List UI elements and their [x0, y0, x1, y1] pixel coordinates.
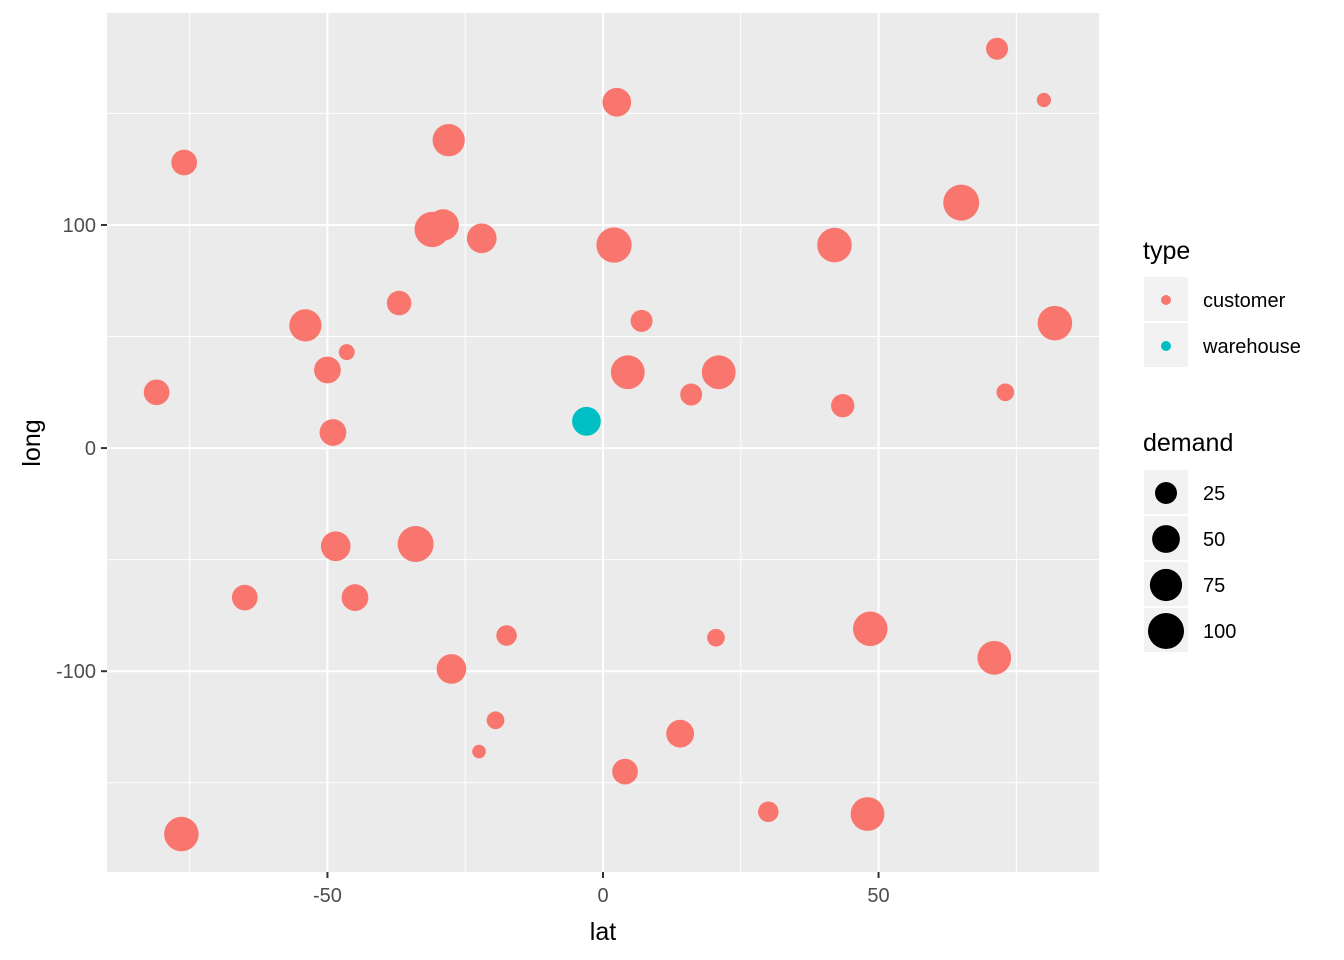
customer-point — [427, 209, 459, 241]
customer-point — [610, 355, 645, 390]
customer-point — [432, 124, 465, 157]
legend-type-title: type — [1143, 237, 1190, 265]
customer-point — [831, 394, 855, 418]
customer-point — [338, 344, 355, 361]
customer-point — [341, 584, 369, 611]
customer-point — [701, 355, 736, 390]
legend-demand-label: 50 — [1203, 529, 1225, 551]
y-tick-label: -100 — [56, 661, 96, 683]
x-tick-label: 50 — [867, 885, 889, 907]
customer-point — [666, 719, 695, 748]
legend-demand-title: demand — [1143, 429, 1233, 457]
customer-point — [758, 801, 779, 823]
legend-demand-swatch — [1155, 482, 1177, 504]
customer-point — [231, 584, 258, 611]
legend-type-label: warehouse — [1202, 336, 1301, 358]
customer-point — [817, 227, 852, 263]
customer-point — [171, 149, 198, 176]
customer-point — [164, 816, 199, 852]
legend-demand-swatch — [1149, 568, 1183, 602]
customer-point — [596, 227, 632, 263]
legend-type: type customer warehouse — [1143, 237, 1301, 367]
legend-type-swatch — [1161, 295, 1171, 305]
customer-point — [977, 640, 1012, 675]
legend-type-label: customer — [1203, 290, 1286, 312]
customer-point — [986, 37, 1009, 60]
x-tick-label: 0 — [597, 885, 608, 907]
x-axis-title: lat — [590, 918, 616, 946]
customer-point — [630, 309, 653, 332]
customer-point — [386, 290, 412, 316]
customer-point — [1037, 305, 1073, 341]
customer-point — [143, 379, 170, 406]
customer-point — [486, 711, 505, 730]
customer-point — [853, 611, 888, 647]
customer-point — [319, 419, 347, 446]
customer-point — [850, 797, 885, 831]
customer-point — [397, 526, 434, 563]
customer-point — [496, 625, 517, 646]
legend-demand-label: 25 — [1203, 483, 1225, 505]
customer-point — [612, 758, 638, 785]
customer-point — [289, 309, 322, 342]
customer-point — [943, 184, 980, 221]
customer-point — [996, 383, 1015, 402]
legend-demand: demand 25 50 75 100 — [1143, 429, 1236, 652]
customer-point — [314, 356, 341, 384]
customer-point — [602, 87, 632, 117]
customer-point — [707, 628, 725, 647]
data-points — [143, 37, 1073, 852]
legend-demand-label: 75 — [1203, 575, 1225, 597]
y-axis-title: long — [18, 419, 46, 466]
warehouse-point — [572, 406, 601, 436]
customer-point — [436, 654, 467, 684]
y-tick-label: 0 — [85, 438, 96, 460]
legend-demand-label: 100 — [1203, 621, 1236, 643]
x-axis-ticks: -50 0 50 — [313, 872, 890, 907]
customer-point — [472, 744, 486, 759]
y-axis-ticks: -100 0 100 — [56, 215, 107, 683]
y-tick-label: 100 — [63, 215, 96, 237]
legend-demand-swatch — [1152, 525, 1180, 553]
x-tick-label: -50 — [313, 885, 342, 907]
grid-major-lines — [107, 13, 1099, 872]
legend-type-swatch — [1161, 341, 1171, 351]
legend-demand-swatch — [1148, 613, 1184, 649]
customer-point — [320, 531, 351, 562]
customer-point — [680, 383, 703, 406]
customer-point — [466, 223, 497, 254]
customer-point — [1036, 92, 1052, 108]
